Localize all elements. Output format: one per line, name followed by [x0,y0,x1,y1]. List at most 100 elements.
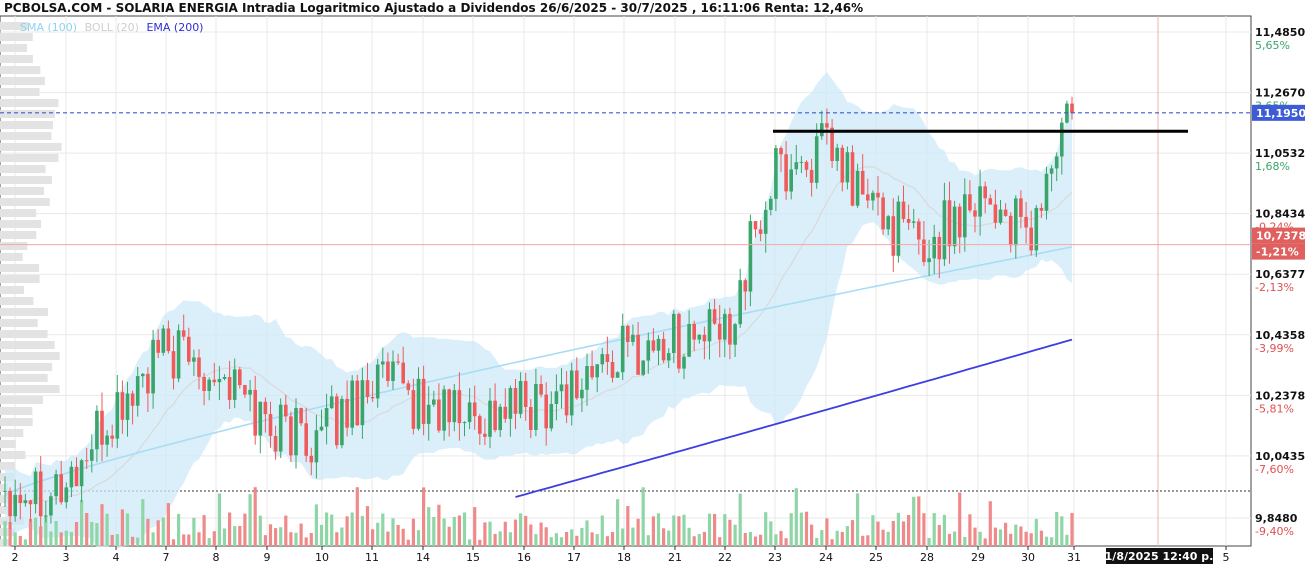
volume-bar [3,521,7,546]
legend-boll[interactable]: BOLL (20) [84,21,139,34]
candle-body [166,328,171,352]
candle-body [957,206,962,238]
volume-bar [570,529,574,546]
candle-body [866,194,870,201]
candle-body [1003,209,1008,216]
candle-body [1049,168,1054,174]
volume-bar [253,487,257,546]
volume-bar [651,516,655,546]
volume-bar [866,535,870,546]
volume-bar [34,517,38,546]
candle-body [728,313,732,345]
candle-body [748,221,753,292]
candle-body [973,210,977,217]
volume-bar [416,530,421,546]
price-pct-label: 1,68% [1255,160,1290,173]
profile-bar [0,484,9,492]
volume-bar [39,526,43,546]
candle-body [238,369,242,386]
volume-bar [1050,537,1054,546]
candle-body [600,354,605,365]
volume-bar [233,526,237,546]
reference-price-badge [1252,227,1305,244]
candle-body [151,339,155,394]
candle-body [33,471,38,505]
x-tick-label: 4 [113,551,120,564]
profile-bar [0,319,38,327]
volume-bar [13,532,17,546]
volume-bar [973,527,977,546]
volume-bar [222,528,227,546]
candle-body [146,373,150,394]
candle-body [656,338,661,351]
candle-body [49,496,53,516]
volume-bar [64,530,68,546]
ema-line [515,338,1073,498]
volume-bar [840,531,844,546]
volume-bar [794,488,798,546]
candle-body [871,192,875,201]
volume-bar [279,527,283,546]
candle-body [723,313,727,340]
candle-body [483,433,487,437]
candle-body [13,494,17,517]
volume-bar [917,496,921,546]
volume-bar [871,515,875,546]
legend-ema[interactable]: EMA (200) [146,21,204,34]
candle-body [426,404,431,424]
profile-bar [0,99,59,107]
candle-body [575,370,579,399]
candle-body [217,378,222,383]
candle-body [595,364,599,378]
volume-bar [932,513,936,546]
x-tick-label: 11 [365,551,379,564]
volume-bar [90,522,94,546]
volume-bar [565,532,569,546]
candle-body [564,384,569,416]
candle-body [329,396,334,409]
candle-body [891,216,896,256]
profile-bar [0,110,55,118]
candle-body [289,416,293,456]
volume-bar [907,515,911,546]
bollinger-band [5,72,1072,549]
price-level-label: 10,4358 [1255,329,1305,342]
volume-bar [733,524,737,546]
volume-bar [284,515,288,546]
volume-bar [350,512,354,546]
candle-body [702,334,707,342]
price-pct-label: -7,60% [1255,463,1294,476]
volume-bar [248,494,252,546]
candle-body [682,356,686,369]
volume-bar [544,527,548,546]
volume-bar [850,520,855,546]
candle-body [1044,173,1049,211]
candle-body [927,258,931,263]
candle-body [278,404,283,452]
volume-bar [896,512,900,546]
plot-border [0,15,1252,547]
profile-bar [0,66,41,74]
volume-bar [1019,526,1023,546]
candle-body [1024,216,1028,228]
volume-bar [422,487,426,546]
volume-bar [723,514,727,546]
legend-sma[interactable]: SMA (100) [20,21,78,34]
candle-body [386,361,390,381]
volume-bar [289,532,293,546]
candle-body [324,408,329,427]
candle-body [692,324,696,340]
price-level-label: 11,0532 [1255,147,1305,160]
candle-body [28,500,33,505]
volume-bar [513,519,518,546]
candle-body [947,200,952,247]
volume-bar [488,521,492,546]
candle-body [432,399,436,405]
price-pct-label: -3,99% [1255,342,1294,355]
volume-bar [922,513,926,546]
volume-bar [1004,522,1008,546]
candle-body [202,377,206,391]
volume-bar [600,515,604,546]
candle-body [161,328,166,353]
